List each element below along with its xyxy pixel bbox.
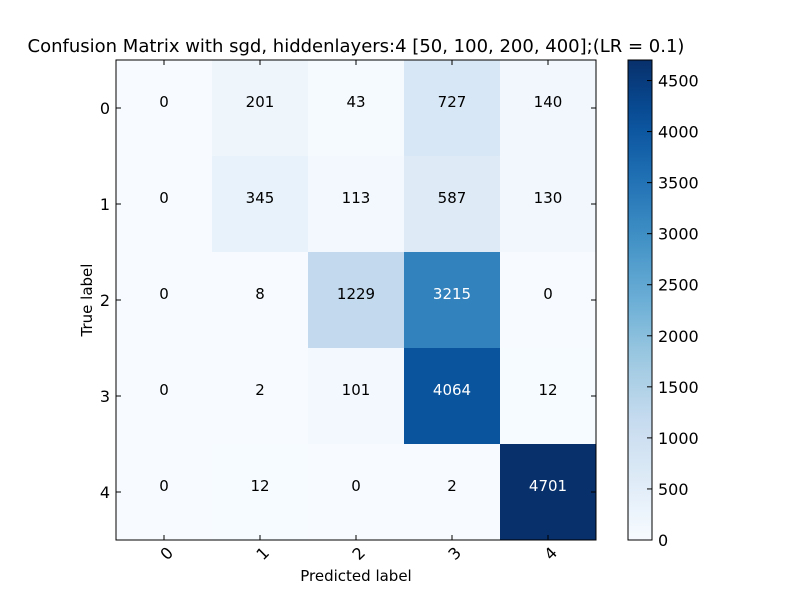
colorbar-tick-label: 1000 [658,429,699,448]
heatmap-cell [212,348,308,444]
heatmap-cell [116,348,212,444]
cell-value-label: 140 [534,93,563,111]
cell-value-label: 12 [250,477,269,495]
heatmap-cell [500,444,596,540]
cell-value-label: 0 [159,93,169,111]
cell-value-label: 130 [534,189,563,207]
cell-value-label: 345 [246,189,275,207]
y-tick-label: 2 [100,291,110,310]
heatmap-cell [404,60,500,156]
colorbar-tick-label: 4500 [658,72,699,91]
cell-value-label: 201 [246,93,275,111]
x-tick-label: 0 [156,543,177,564]
cell-value-label: 8 [255,285,265,303]
y-tick-label: 0 [100,99,110,118]
heatmap-cell [308,348,404,444]
y-tick-label: 1 [100,195,110,214]
heatmap-cell [212,156,308,252]
heatmap-cell [500,348,596,444]
x-axis-label: Predicted label [300,567,411,585]
heatmap-cell [404,252,500,348]
cell-value-label: 12 [538,381,557,399]
cell-value-label: 0 [159,285,169,303]
heatmap-cells: 0 201 43 727 140 0 345 113 587 130 0 8 1229 3215 0 0 2 10… [116,60,596,540]
heatmap-cell [500,60,596,156]
colorbar-tick-label: 1500 [658,378,699,397]
colorbar-tick-label: 2500 [658,276,699,295]
heatmap-cell [404,156,500,252]
cell-value-label: 4064 [433,381,471,399]
cell-value-label: 4701 [529,477,567,495]
cell-value-label: 3215 [433,285,471,303]
heatmap-cell [308,444,404,540]
x-tick-label: 1 [252,543,273,564]
heatmap-cell [500,156,596,252]
cell-value-label: 0 [159,189,169,207]
colorbar-ticks: 0 500 1000 1500 2000 2500 3000 3500 4000 4500 [647,72,699,550]
colorbar-tick-label: 3500 [658,174,699,193]
cell-value-label: 1229 [337,285,375,303]
heatmap-cell [308,60,404,156]
cell-value-label: 727 [438,93,467,111]
heatmap-cell [500,252,596,348]
y-axis-label: True label [78,264,96,338]
y-tick-label: 4 [100,483,110,502]
x-tick-label: 2 [348,543,369,564]
heatmap-cell [116,60,212,156]
cell-value-label: 0 [159,477,169,495]
y-tick-label: 3 [100,387,110,406]
cell-value-label: 0 [543,285,553,303]
colorbar-tick-label: 0 [658,531,668,550]
colorbar [627,59,653,541]
x-tick-label: 4 [540,543,561,564]
heatmap-cell [116,156,212,252]
cell-value-label: 43 [346,93,365,111]
colorbar-tick-label: 2000 [658,327,699,346]
cell-value-label: 2 [255,381,265,399]
cell-value-label: 0 [351,477,361,495]
colorbar-tick-label: 500 [658,480,689,499]
heatmap-cell [404,348,500,444]
cell-value-label: 0 [159,381,169,399]
heatmap-cell [308,156,404,252]
heatmap-cell [212,444,308,540]
cell-value-label: 2 [447,477,457,495]
heatmap-cell [308,252,404,348]
heatmap-cell [404,444,500,540]
heatmap-cell [116,252,212,348]
heatmap-cell [116,444,212,540]
cell-value-label: 101 [342,381,371,399]
colorbar-tick-label: 4000 [658,123,699,142]
cell-value-label: 113 [342,189,371,207]
heatmap-cell [212,60,308,156]
x-tick-label: 3 [444,543,465,564]
heatmap-cell [212,252,308,348]
chart-title: Confusion Matrix with sgd, hiddenlayers:… [28,36,685,57]
cell-value-label: 587 [438,189,467,207]
colorbar-tick-label: 3000 [658,225,699,244]
